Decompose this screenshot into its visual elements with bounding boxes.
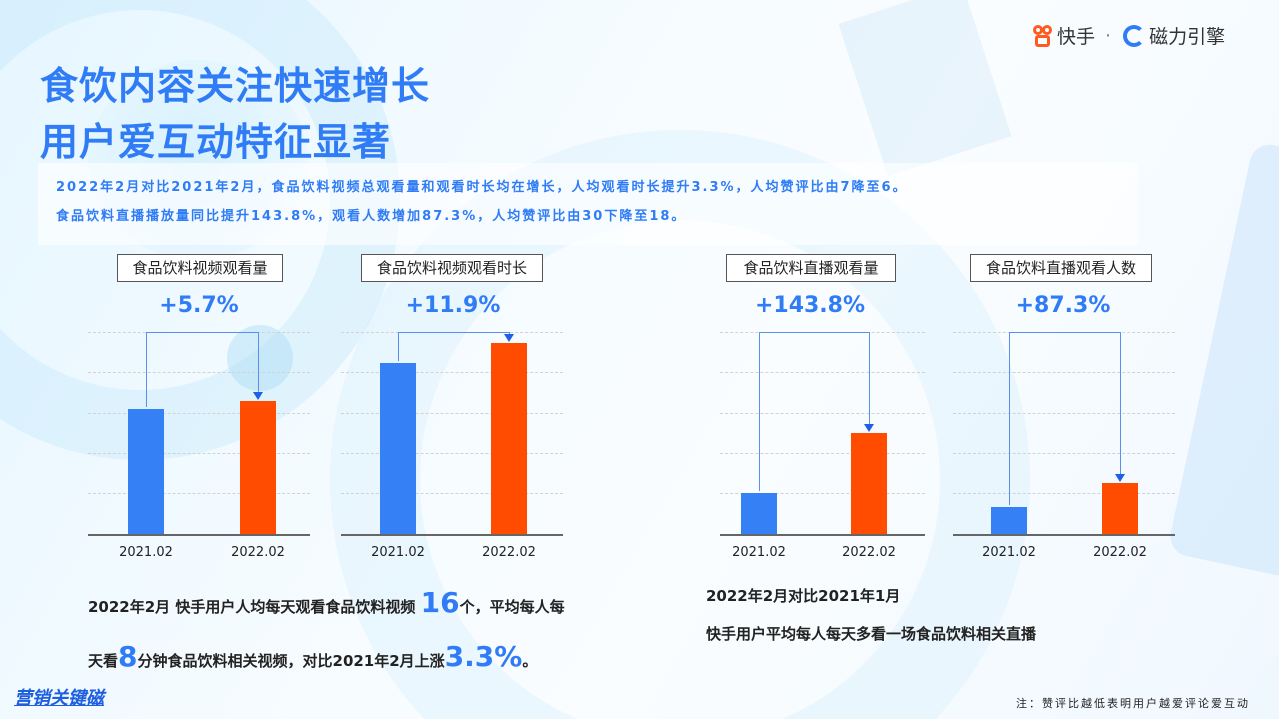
gridline bbox=[341, 413, 563, 414]
background-shape bbox=[838, 0, 1012, 177]
growth-percent: +87.3% bbox=[1015, 293, 1111, 318]
background-shape bbox=[1166, 141, 1279, 579]
comparison-connector bbox=[759, 332, 869, 491]
x-axis-label: 2021.02 bbox=[732, 545, 786, 560]
gridline bbox=[953, 453, 1175, 454]
note-highlight-growth: 3.3% bbox=[444, 640, 523, 673]
bar-2021 bbox=[128, 409, 164, 534]
comparison-connector bbox=[869, 332, 870, 425]
brand-logos: 快手 · 磁力引擎 bbox=[1033, 22, 1225, 49]
gridline bbox=[720, 493, 925, 494]
bar-2021 bbox=[380, 363, 416, 534]
gridline bbox=[88, 493, 310, 494]
chart-title: 食品饮料视频观看时长 bbox=[361, 254, 543, 282]
note-text: 。 bbox=[522, 652, 538, 670]
gridline bbox=[720, 453, 925, 454]
comparison-connector bbox=[398, 332, 509, 361]
chart-title: 食品饮料直播观看人数 bbox=[970, 254, 1152, 282]
summary-line-1: 2022年2月对比2021年2月，食品饮料视频总观看量和观看时长均在增长，人均观… bbox=[56, 180, 908, 195]
growth-percent: +5.7% bbox=[159, 293, 239, 318]
summary-line-2: 食品饮料直播播放量同比提升143.8%，观看人数增加87.3%，人均赞评比由30… bbox=[56, 209, 687, 224]
comparison-connector bbox=[258, 332, 259, 393]
x-axis-label: 2022.02 bbox=[231, 545, 285, 560]
footer-logo: 营销关键磁 bbox=[14, 688, 104, 709]
brand-cili: 磁力引擎 bbox=[1149, 26, 1226, 48]
gridline bbox=[341, 493, 563, 494]
x-axis-label: 2022.02 bbox=[1093, 545, 1147, 560]
live-stats-note: 2022年2月对比2021年1月 快手用户平均每人每天多看一场食品饮料相关直播 bbox=[706, 585, 1036, 661]
arrow-down-icon bbox=[864, 424, 874, 432]
note-text: 分钟食品饮料相关视频，对比2021年2月上涨 bbox=[137, 652, 445, 670]
bar-2021 bbox=[741, 493, 777, 534]
note-highlight-minutes: 8 bbox=[118, 640, 138, 673]
x-axis-label: 2022.02 bbox=[842, 545, 896, 560]
film-reel-icon bbox=[227, 325, 293, 391]
note-highlight-videos: 16 bbox=[420, 586, 460, 619]
brand-separator: · bbox=[1105, 24, 1112, 47]
bar-2022 bbox=[240, 401, 276, 534]
cili-engine-logo-icon bbox=[1123, 24, 1146, 47]
gridline bbox=[720, 413, 925, 414]
live-note-line-2: 快手用户平均每人每天多看一场食品饮料相关直播 bbox=[706, 625, 1037, 643]
gridline bbox=[720, 372, 925, 373]
title-line-2: 用户爱互动特征显著 bbox=[40, 120, 392, 164]
bar-2022 bbox=[851, 433, 887, 534]
chart-title: 食品饮料视频观看量 bbox=[117, 254, 283, 282]
comparison-connector bbox=[1120, 332, 1121, 475]
note-text: 个，平均每人每 bbox=[459, 598, 565, 616]
note-text: 2022年2月 快手用户人均每天观看食品饮料视频 bbox=[88, 598, 421, 616]
x-axis-label: 2022.02 bbox=[482, 545, 536, 560]
page-title: 食饮内容关注快速增长 用户爱互动特征显著 bbox=[40, 58, 430, 170]
x-axis bbox=[720, 534, 925, 536]
bar-2022 bbox=[491, 343, 527, 534]
x-axis-label: 2021.02 bbox=[371, 545, 425, 560]
summary-box: 2022年2月对比2021年2月，食品饮料视频总观看量和观看时长均在增长，人均观… bbox=[38, 163, 1138, 245]
brand-kuaishou: 快手 bbox=[1057, 26, 1096, 48]
arrow-down-icon bbox=[1115, 474, 1125, 482]
gridline bbox=[88, 372, 310, 373]
growth-percent: +11.9% bbox=[405, 293, 501, 318]
kuaishou-logo-icon bbox=[1033, 24, 1053, 47]
footnote: 注：赞评比越低表明用户越爱评论爱互动 bbox=[1016, 697, 1250, 710]
gridline bbox=[88, 453, 310, 454]
x-axis bbox=[953, 534, 1175, 536]
chart-title: 食品饮料直播观看量 bbox=[726, 254, 896, 282]
gridline bbox=[341, 453, 563, 454]
x-axis-label: 2021.02 bbox=[982, 545, 1036, 560]
x-axis bbox=[341, 534, 563, 536]
growth-percent: +143.8% bbox=[754, 293, 866, 318]
gridline bbox=[953, 493, 1175, 494]
x-axis bbox=[88, 534, 310, 536]
arrow-down-icon bbox=[253, 392, 263, 400]
bar-2022 bbox=[1102, 483, 1138, 534]
video-stats-note: 2022年2月 快手用户人均每天观看食品饮料视频 16个，平均每人每 天看8分钟… bbox=[88, 578, 565, 686]
live-note-line-1: 2022年2月对比2021年1月 bbox=[706, 587, 901, 605]
gridline bbox=[953, 372, 1175, 373]
arrow-down-icon bbox=[504, 334, 514, 342]
comparison-connector bbox=[509, 332, 510, 335]
gridline bbox=[953, 413, 1175, 414]
x-axis-label: 2021.02 bbox=[119, 545, 173, 560]
title-line-1: 食饮内容关注快速增长 bbox=[40, 64, 431, 108]
gridline bbox=[341, 372, 563, 373]
comparison-connector bbox=[146, 332, 258, 407]
gridline bbox=[88, 413, 310, 414]
bar-2021 bbox=[991, 507, 1027, 534]
comparison-connector bbox=[1009, 332, 1120, 505]
note-text: 天看 bbox=[88, 652, 119, 670]
